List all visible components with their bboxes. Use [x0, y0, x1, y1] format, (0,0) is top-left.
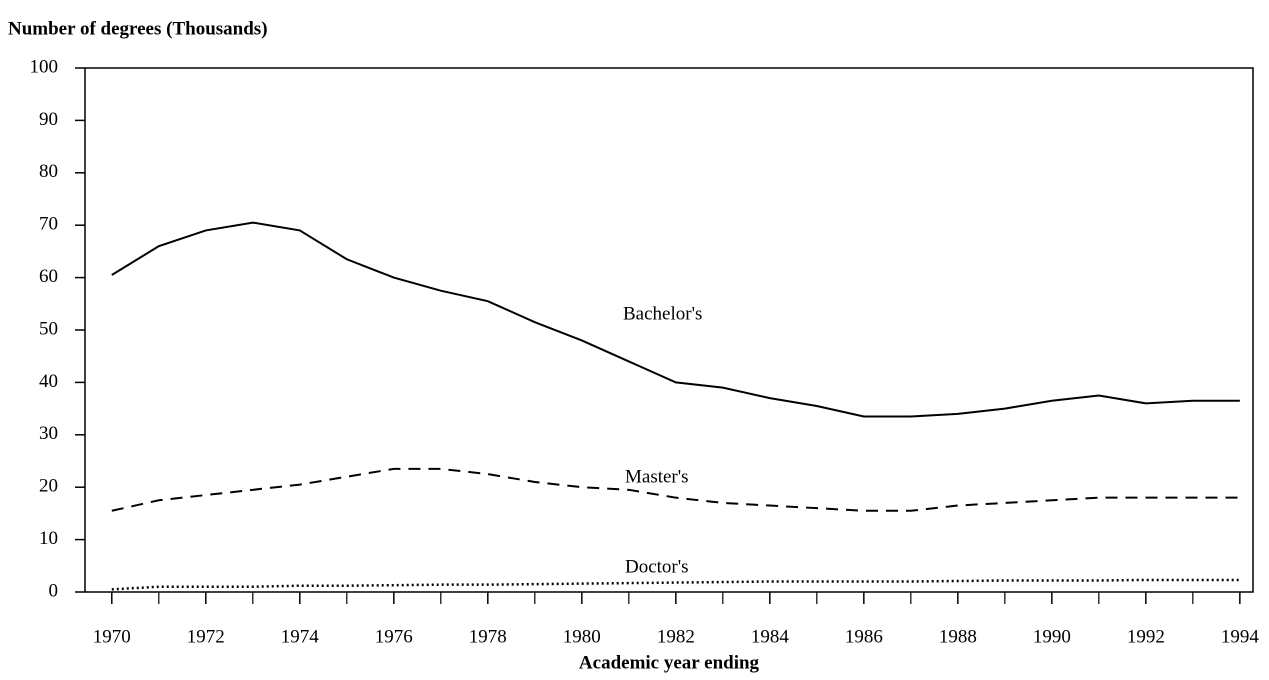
- y-tick-label: 20: [39, 476, 58, 497]
- y-tick-label: 30: [39, 423, 58, 444]
- series-label: Doctor's: [625, 556, 689, 577]
- x-tick-label: 1988: [939, 626, 977, 647]
- plot-frame: [84, 67, 1254, 593]
- x-axis-label: Academic year ending: [579, 652, 760, 673]
- x-tick-label: 1972: [187, 626, 225, 647]
- y-tick-label: 90: [39, 109, 58, 130]
- y-tick-label: 60: [39, 266, 58, 287]
- x-tick-label: 1984: [751, 626, 790, 647]
- y-tick-label: 70: [39, 214, 58, 235]
- x-tick-label: 1970: [93, 626, 131, 647]
- y-tick-label: 40: [39, 371, 58, 392]
- y-tick-label: 10: [39, 528, 58, 549]
- series-label: Bachelor's: [623, 303, 702, 324]
- x-tick-label: 1974: [281, 626, 320, 647]
- x-tick-label: 1994: [1221, 626, 1260, 647]
- series-label: Master's: [625, 466, 689, 487]
- series-line: [111, 578, 1240, 591]
- x-tick-label: 1976: [375, 626, 413, 647]
- y-tick-label: 80: [39, 161, 58, 182]
- y-tick-label: 100: [30, 56, 59, 77]
- x-tick-label: 1986: [845, 626, 883, 647]
- series-line: [111, 467, 1240, 512]
- x-tick-label: 1992: [1127, 626, 1165, 647]
- x-tick-label: 1990: [1033, 626, 1071, 647]
- y-tick-label: 50: [39, 318, 58, 339]
- x-tick-label: 1980: [563, 626, 601, 647]
- series-line: [111, 221, 1240, 418]
- x-tick-label: 1982: [657, 626, 695, 647]
- y-tick-label: 0: [49, 580, 59, 601]
- chart-title: Number of degrees (Thousands): [8, 18, 268, 39]
- x-tick-label: 1978: [469, 626, 507, 647]
